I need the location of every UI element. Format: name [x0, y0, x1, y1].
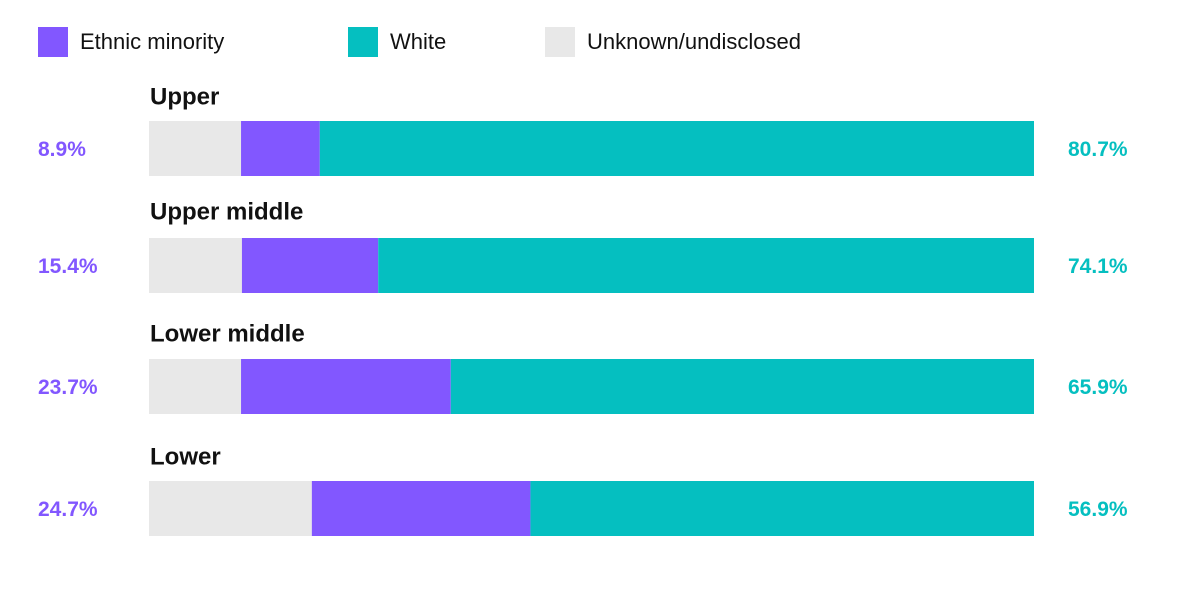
value-label: 56.9%: [1068, 498, 1128, 521]
legend-label: White: [390, 29, 446, 54]
category-label: Upper: [150, 83, 219, 110]
legend-label: Ethnic minority: [80, 29, 224, 54]
legend-swatch: [545, 27, 575, 57]
bar-segment: [149, 121, 242, 176]
bar-segment: [241, 121, 320, 176]
value-label: 23.7%: [38, 376, 98, 399]
bar-segment: [149, 481, 312, 536]
bar-segment: [530, 481, 1034, 536]
value-label: 74.1%: [1068, 255, 1128, 278]
bar-segment: [311, 481, 531, 536]
bar-segment: [149, 359, 242, 414]
legend-swatch: [38, 27, 68, 57]
value-label: 8.9%: [38, 138, 86, 161]
bar-segment: [241, 359, 451, 414]
bar-segment: [241, 238, 379, 293]
value-label: 15.4%: [38, 255, 98, 278]
value-label: 65.9%: [1068, 376, 1128, 399]
legend-label: Unknown/undisclosed: [587, 29, 801, 54]
bar-segment: [149, 238, 242, 293]
value-label: 24.7%: [38, 498, 98, 521]
category-label: Lower: [150, 443, 221, 470]
bar-segment: [450, 359, 1034, 414]
category-label: Upper middle: [150, 198, 303, 225]
bar-segment: [378, 238, 1035, 293]
value-label: 80.7%: [1068, 138, 1128, 161]
category-label: Lower middle: [150, 320, 305, 347]
legend-swatch: [348, 27, 378, 57]
bar-segment: [319, 121, 1034, 176]
